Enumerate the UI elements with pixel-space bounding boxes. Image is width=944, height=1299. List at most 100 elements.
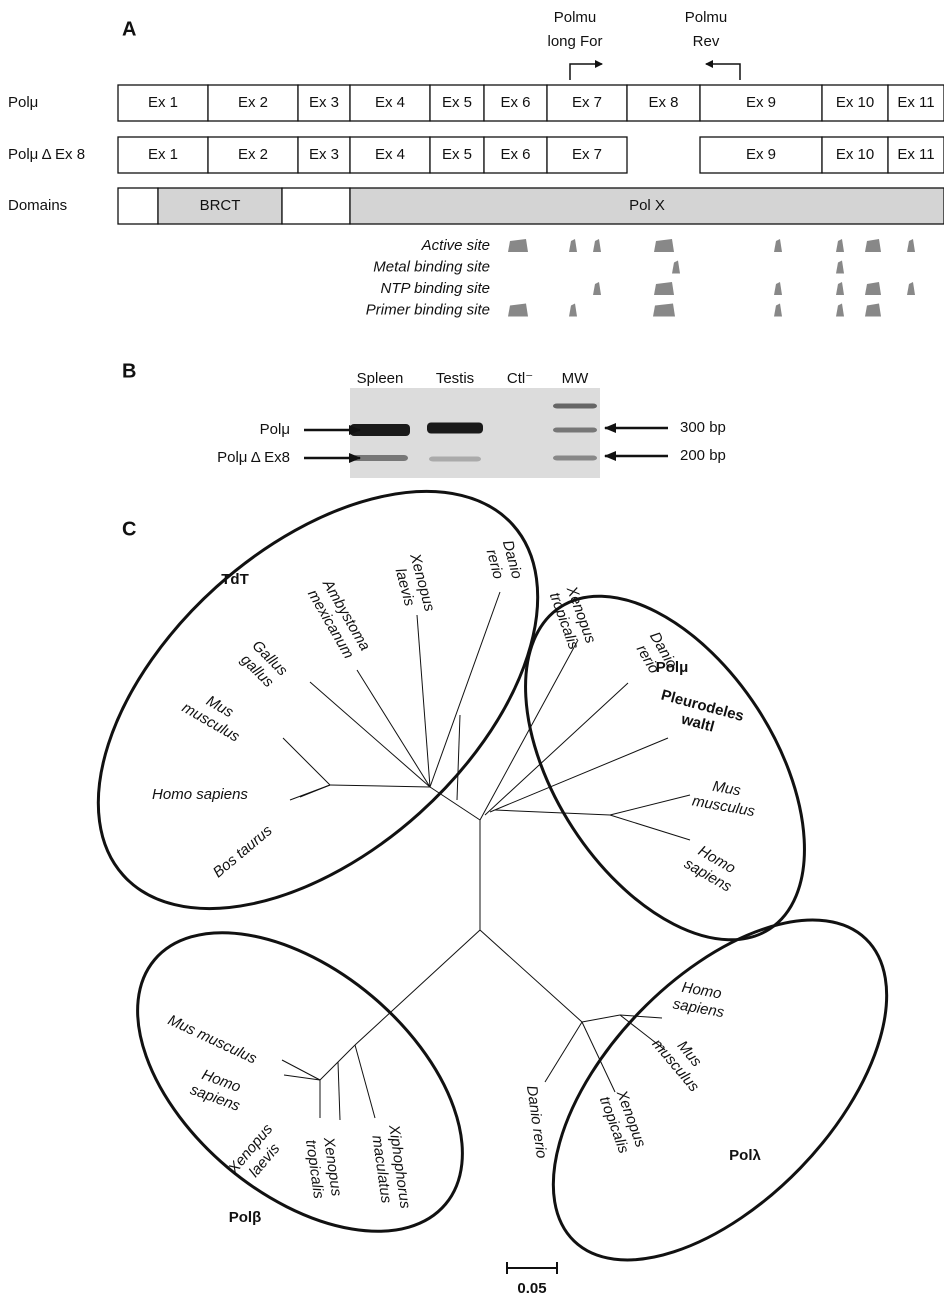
tree-branch (355, 1045, 375, 1118)
exon-label: Ex 7 (572, 94, 602, 111)
species-label: Daniorerio (482, 538, 526, 585)
tree-branch (610, 795, 690, 815)
clade-name: TdT (221, 571, 249, 588)
site-label: Primer binding site (366, 301, 490, 318)
tree-branch (357, 670, 430, 787)
clade-ellipse (494, 861, 944, 1299)
species-label: Bos taurus (210, 822, 276, 881)
species-label: Homosapiens (188, 1064, 249, 1115)
species-label: Ambystomamexicanum (303, 576, 373, 663)
species-label: Xenopuslaevis (389, 551, 439, 619)
panel-label: C (122, 518, 136, 540)
exon-label: Ex 6 (500, 146, 530, 163)
site-glyph (508, 239, 528, 252)
species-label: Xiphophorusmaculatus (367, 1123, 414, 1213)
domain-label: BRCT (200, 197, 241, 214)
tree-branch (290, 785, 330, 800)
exon-label: Ex 2 (238, 94, 268, 111)
site-glyph (836, 282, 844, 295)
site-glyph (774, 282, 782, 295)
exon-label: Ex 1 (148, 94, 178, 111)
exon-label: Ex 8 (648, 94, 678, 111)
exon-label: Ex 7 (572, 146, 602, 163)
exon-label: Ex 10 (836, 146, 874, 163)
tree-branch (490, 738, 668, 812)
exon-label: Ex 10 (836, 94, 874, 111)
site-glyph (508, 304, 528, 317)
site-glyph (836, 304, 844, 317)
gel-band (553, 456, 597, 461)
lane-label: Testis (436, 370, 474, 387)
gel-band (427, 423, 483, 434)
tree-branch (545, 1022, 582, 1082)
species-label: Musmusculus (179, 684, 252, 746)
gel-band (553, 428, 597, 433)
exon-label: Ex 2 (238, 146, 268, 163)
species-label: Gallusgallus (236, 637, 291, 692)
tree-branch (355, 930, 480, 1045)
size-label: 200 bp (680, 447, 726, 464)
clade-ellipse (468, 547, 862, 989)
site-glyph (907, 239, 915, 252)
species-label: Mus musculus (165, 1012, 260, 1068)
site-glyph (865, 304, 881, 317)
primer-label: Rev (693, 33, 720, 50)
site-glyph (593, 239, 601, 252)
clade-ellipse (82, 874, 517, 1290)
species-line: Mus musculus (165, 1012, 260, 1068)
tree-branch (430, 787, 480, 820)
site-label: Metal binding site (373, 258, 490, 275)
site-glyph (672, 261, 680, 274)
clade-name: Polλ (729, 1147, 761, 1164)
exon-label: Ex 3 (309, 146, 339, 163)
primer-label: Polmu (685, 9, 728, 26)
panel-label: B (122, 360, 136, 382)
species-label: Homo sapiens (152, 786, 248, 803)
species-line: Danio rerio (523, 1084, 550, 1159)
band-label: Polμ (260, 421, 290, 438)
site-glyph (865, 239, 881, 252)
lane-label: Ctl⁻ (507, 370, 533, 387)
site-glyph (774, 304, 782, 317)
tree-branch (417, 615, 430, 787)
figure: ABCPolmulong ForPolmuRevPolμEx 1Ex 2Ex 3… (0, 0, 944, 1299)
primer-arrow (706, 64, 740, 80)
exon-label: Ex 3 (309, 94, 339, 111)
band-label: Polμ Δ Ex8 (217, 449, 290, 466)
tree-branch (495, 810, 610, 815)
primer-label: long For (547, 33, 602, 50)
lane-label: Spleen (357, 370, 404, 387)
exon-label: Ex 5 (442, 146, 472, 163)
tree-branch (338, 1062, 340, 1120)
exon-label: Ex 4 (375, 146, 405, 163)
exon-label: Ex 9 (746, 94, 776, 111)
exon-label: Ex 11 (897, 94, 934, 111)
site-glyph (654, 282, 674, 295)
domain-label: Pol X (629, 197, 665, 214)
site-glyph (907, 282, 915, 295)
tree-branch (582, 1015, 620, 1022)
exon-label: Ex 1 (148, 146, 178, 163)
tree-branch (330, 785, 430, 787)
size-label: 300 bp (680, 419, 726, 436)
gel-band (553, 404, 597, 409)
tree-branch (310, 682, 430, 787)
exon-label: Ex 11 (897, 146, 934, 163)
site-glyph (774, 239, 782, 252)
species-label: Pleurodeleswaltl (655, 687, 746, 743)
site-glyph (569, 304, 577, 317)
tree-branch (620, 1015, 662, 1018)
scale-label: 0.05 (517, 1280, 546, 1297)
species-label: Xenopustropicalis (596, 1087, 650, 1156)
exon-label: Ex 6 (500, 94, 530, 111)
site-glyph (836, 239, 844, 252)
exon-label: Ex 4 (375, 94, 405, 111)
lane-label: MW (562, 370, 589, 387)
species-line: Bos taurus (210, 822, 276, 881)
species-label: Homosapiens (681, 839, 744, 895)
exon-label: Ex 5 (442, 94, 472, 111)
exon-label: Ex 9 (746, 146, 776, 163)
species-label: Homosapiens (672, 978, 729, 1022)
primer-label: Polmu (554, 9, 597, 26)
site-label: NTP binding site (381, 280, 491, 297)
